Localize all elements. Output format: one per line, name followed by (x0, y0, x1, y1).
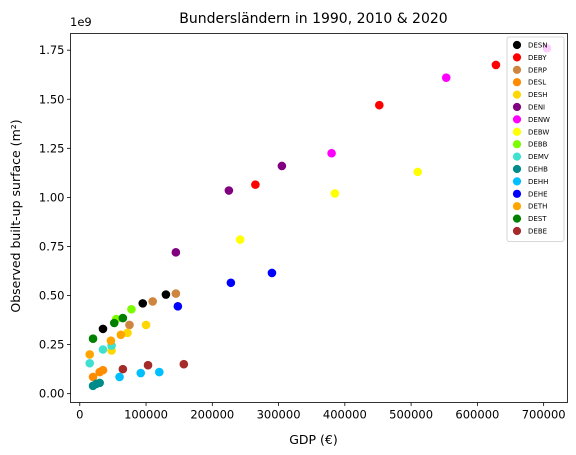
data-point-dehe (267, 268, 277, 278)
legend-label: DENI (528, 104, 545, 112)
data-point-desn (98, 324, 108, 334)
y-tick-label: 0.25 (39, 338, 65, 352)
y-tick-label: 0.50 (39, 289, 65, 303)
data-point-deni (224, 186, 234, 195)
legend-box (506, 36, 565, 242)
y-tick-label: 1.75 (39, 43, 65, 57)
x-tick-label: 300000 (257, 408, 301, 422)
data-point-deni (277, 161, 287, 171)
legend-marker (512, 40, 522, 50)
data-point-desl (98, 365, 108, 375)
legend-label: DESN (528, 42, 548, 50)
plot-frame (70, 33, 568, 403)
legend-label: DEMV (528, 153, 549, 161)
data-point-debw (330, 189, 340, 198)
data-point-desn (161, 290, 171, 299)
legend-marker (512, 115, 522, 124)
legend-marker (512, 90, 522, 99)
x-tick-label: 0 (76, 408, 83, 422)
legend-label: DEHB (528, 166, 548, 174)
data-point-debw (413, 167, 423, 177)
data-point-demv (85, 358, 95, 368)
legend-marker (512, 152, 522, 161)
y-tick-label: 1.25 (39, 141, 65, 155)
data-point-desh (141, 320, 151, 330)
legend-label: DEBE (528, 228, 547, 236)
x-tick-label: 600000 (455, 408, 499, 422)
legend-marker (512, 78, 522, 87)
data-point-deby (251, 180, 260, 189)
legend-marker (512, 214, 522, 223)
data-point-desl (88, 372, 98, 382)
data-point-dehh (115, 372, 124, 382)
y-axis-label: Observed built-up surface (m²) (8, 119, 23, 312)
x-tick-label: 200000 (190, 408, 234, 422)
x-tick-label: 100000 (124, 408, 168, 422)
data-point-dehe (173, 302, 183, 311)
legend-marker (512, 53, 522, 62)
x-tick-label: 500000 (389, 408, 433, 422)
legend-marker (512, 127, 522, 136)
data-point-dehh (154, 367, 164, 377)
legend: DESN DEBY DERP DESL DESH DENI DENW DEBW DEBB DEMV… (506, 36, 565, 242)
x-tick-label: 400000 (323, 408, 367, 422)
data-point-debe (143, 360, 153, 370)
y-tick-label: 0.00 (39, 387, 65, 401)
data-point-debe (179, 359, 189, 369)
data-point-deby (375, 100, 384, 110)
legend-label: DEBB (528, 141, 548, 149)
legend-label: DEBW (528, 128, 549, 136)
data-points (85, 43, 552, 391)
legend-label: DESL (528, 79, 546, 87)
data-point-demv (98, 345, 108, 354)
data-point-dehh (136, 368, 146, 378)
data-point-deby (491, 60, 501, 70)
data-point-dest (109, 318, 119, 328)
legend-label: DERP (528, 66, 547, 74)
y-tick-label: 0.75 (39, 239, 65, 253)
x-axis-label: GDP (€) (289, 432, 338, 447)
legend-marker (512, 177, 522, 186)
y-offset-label: 1e9 (70, 15, 92, 29)
y-tick-label: 1.50 (39, 92, 65, 106)
data-point-dest (88, 334, 98, 344)
y-tick-label: 1.00 (39, 190, 65, 204)
legend-label: DEHH (528, 178, 548, 186)
data-point-deni (171, 248, 181, 257)
legend-marker (512, 189, 522, 198)
legend-label: DEBY (528, 54, 547, 62)
legend-marker (512, 226, 522, 236)
data-point-debb (127, 304, 136, 314)
data-point-derp (171, 289, 181, 298)
data-point-desh (123, 328, 132, 338)
chart-title: Bundersländern in 1990, 2010 & 2020 (179, 11, 447, 27)
data-point-debe (118, 364, 128, 374)
legend-label: DESH (528, 91, 548, 99)
data-point-dest (118, 313, 128, 323)
x-tick-label: 700000 (522, 408, 566, 422)
legend-marker (512, 202, 522, 211)
data-point-derp (125, 320, 134, 330)
legend-label: DEHE (528, 190, 548, 198)
data-point-denw (327, 148, 336, 158)
data-point-debw (235, 235, 245, 244)
legend-label: DENW (528, 116, 550, 124)
legend-marker (512, 65, 522, 74)
legend-marker (512, 164, 522, 174)
data-point-dehe (226, 278, 236, 288)
data-point-dehb (95, 378, 104, 388)
legend-label: DEST (528, 215, 547, 223)
legend-label: DETH (528, 203, 547, 211)
data-point-deth (85, 350, 95, 359)
x-axis: 0 100000 200000 300000 400000 500000 600000 700… (76, 402, 566, 422)
data-point-desn (138, 299, 148, 308)
legend-marker (512, 140, 522, 149)
data-point-deth (116, 330, 126, 340)
data-point-denw (441, 73, 451, 82)
legend-marker (512, 102, 522, 112)
data-point-derp (148, 297, 157, 306)
y-axis: 0.00 0.25 0.50 0.75 1.00 1.25 1.50 1.75 (39, 43, 71, 401)
data-point-deth (106, 336, 116, 345)
